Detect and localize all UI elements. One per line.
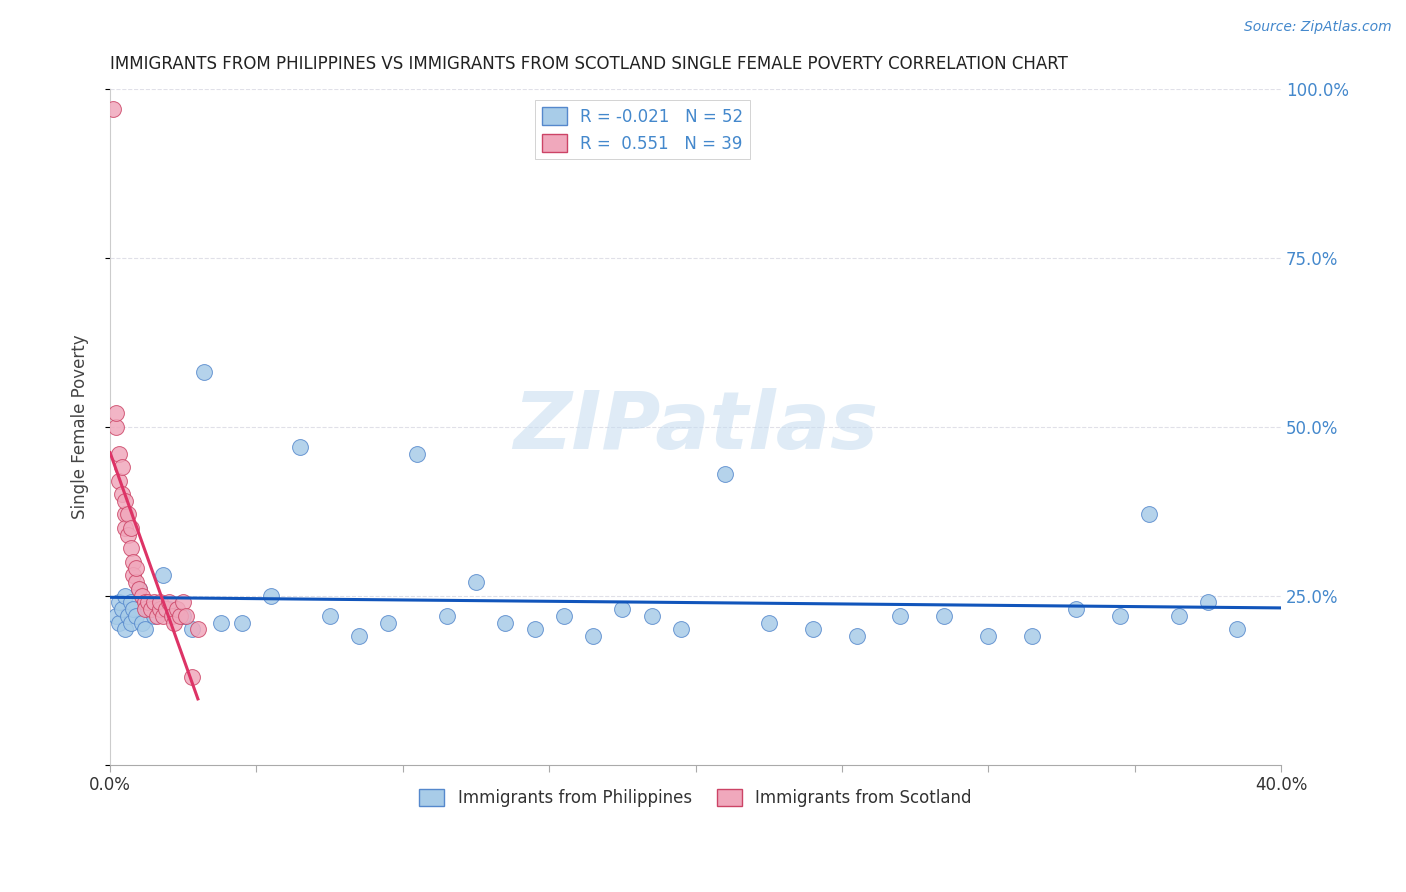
Text: Source: ZipAtlas.com: Source: ZipAtlas.com (1244, 20, 1392, 34)
Point (181, 670, 204, 684)
Point (640, 608, 662, 623)
Text: IMMIGRANTS FROM PHILIPPINES VS IMMIGRANTS FROM SCOTLAND SINGLE FEMALE POVERTY CO: IMMIGRANTS FROM PHILIPPINES VS IMMIGRANT… (110, 55, 1069, 73)
Text: ZIPatlas: ZIPatlas (513, 387, 877, 466)
Point (934, 608, 956, 623)
Point (117, 527, 139, 541)
Point (108, 615, 131, 630)
Point (149, 602, 172, 616)
Point (125, 574, 148, 589)
Point (1167, 608, 1189, 623)
Point (193, 366, 215, 380)
Point (187, 623, 209, 637)
Point (152, 568, 174, 582)
Point (125, 608, 148, 623)
Point (1197, 595, 1219, 609)
Point (108, 474, 131, 488)
Point (108, 447, 131, 461)
Point (163, 615, 186, 630)
Point (134, 602, 156, 616)
Point (166, 602, 188, 616)
Point (117, 508, 139, 522)
Point (172, 595, 194, 609)
Point (977, 629, 1000, 643)
Point (669, 623, 692, 637)
Point (318, 608, 340, 623)
Point (494, 615, 516, 630)
Point (131, 589, 153, 603)
Point (111, 460, 134, 475)
Point (111, 602, 134, 616)
Point (172, 608, 194, 623)
Point (114, 494, 136, 508)
Point (143, 595, 166, 609)
Point (114, 521, 136, 535)
Point (347, 629, 370, 643)
Point (465, 574, 488, 589)
Point (122, 568, 145, 582)
Point (160, 608, 183, 623)
Point (152, 608, 174, 623)
Point (889, 608, 911, 623)
Point (612, 602, 634, 616)
Point (406, 447, 429, 461)
Point (128, 582, 150, 596)
Point (120, 521, 142, 535)
Point (104, 608, 127, 623)
Point (120, 615, 142, 630)
Point (120, 595, 142, 609)
Point (845, 629, 868, 643)
Point (231, 615, 253, 630)
Point (122, 555, 145, 569)
Point (134, 595, 156, 609)
Point (104, 406, 127, 420)
Point (117, 608, 139, 623)
Point (713, 467, 735, 481)
Point (146, 608, 169, 623)
Legend: Immigrants from Philippines, Immigrants from Scotland: Immigrants from Philippines, Immigrants … (413, 782, 979, 814)
Point (290, 440, 312, 454)
Point (143, 608, 166, 623)
Point (377, 615, 399, 630)
Point (114, 508, 136, 522)
Point (128, 582, 150, 596)
Point (149, 595, 172, 609)
Point (114, 623, 136, 637)
Point (209, 615, 232, 630)
Point (582, 629, 605, 643)
Point (1064, 602, 1087, 616)
Point (523, 623, 546, 637)
Point (181, 623, 204, 637)
Point (169, 608, 191, 623)
Point (1226, 623, 1249, 637)
Point (125, 561, 148, 575)
Point (174, 608, 197, 623)
Point (134, 623, 156, 637)
Point (157, 602, 180, 616)
Point (157, 595, 180, 609)
Point (260, 589, 283, 603)
Point (111, 487, 134, 501)
Y-axis label: Single Female Poverty: Single Female Poverty (72, 334, 89, 519)
Point (101, 102, 124, 116)
Point (801, 623, 824, 637)
Point (136, 595, 159, 609)
Point (131, 615, 153, 630)
Point (120, 541, 142, 556)
Point (139, 602, 162, 616)
Point (1137, 508, 1160, 522)
Point (553, 608, 575, 623)
Point (108, 595, 131, 609)
Point (136, 602, 159, 616)
Point (122, 602, 145, 616)
Point (758, 615, 780, 630)
Point (436, 608, 458, 623)
Point (104, 419, 127, 434)
Point (1021, 629, 1043, 643)
Point (155, 602, 177, 616)
Point (114, 589, 136, 603)
Point (1109, 608, 1132, 623)
